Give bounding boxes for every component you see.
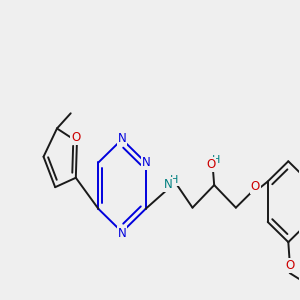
Text: O: O — [250, 180, 260, 194]
Text: N: N — [118, 227, 126, 240]
Text: O: O — [71, 131, 80, 144]
Text: N: N — [142, 156, 151, 169]
Text: H: H — [170, 175, 178, 185]
Text: N: N — [164, 178, 172, 191]
Text: H: H — [212, 155, 220, 165]
Text: O: O — [206, 158, 215, 171]
Text: O: O — [285, 260, 294, 272]
Text: N: N — [118, 132, 126, 145]
